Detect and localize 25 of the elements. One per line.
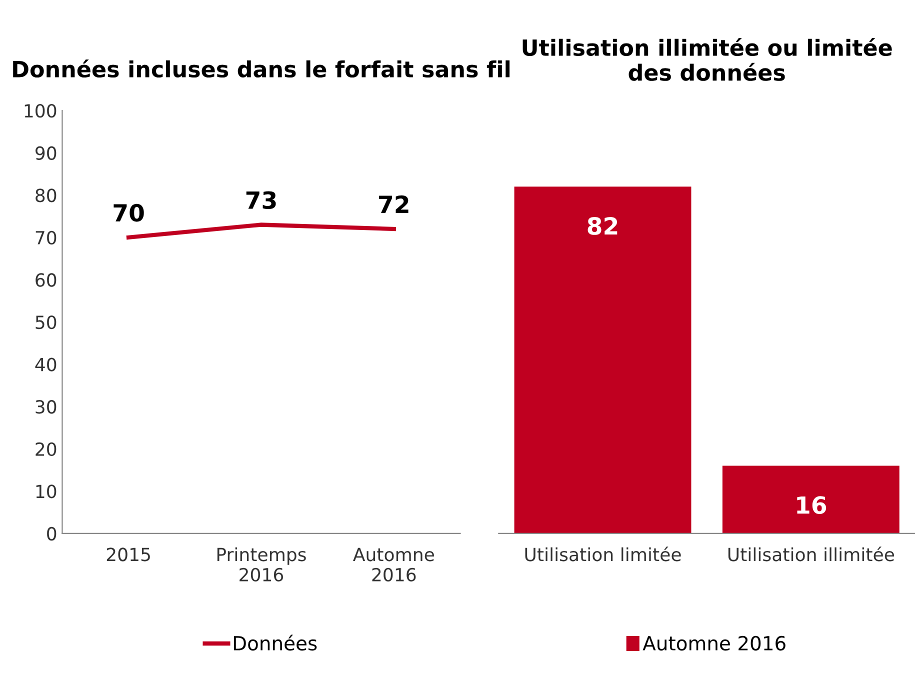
data-label: 72 (379, 195, 408, 213)
data-label: 16 (797, 496, 826, 514)
y-tick-label: 70 (36, 230, 56, 245)
y-tick-label: 50 (36, 315, 56, 330)
data-label: 70 (114, 204, 144, 222)
y-tick-label: 10 (36, 484, 56, 498)
data-label: 82 (588, 217, 618, 235)
y-tick-label: 60 (36, 273, 56, 287)
legend-label: Automne 2016 (642, 636, 786, 651)
legend-label: Données (234, 634, 317, 651)
y-tick-label: 30 (36, 400, 56, 414)
x-tick-label: Utilisation illimitée (728, 546, 894, 562)
y-tick-label: 20 (36, 442, 56, 456)
y-tick-label: 40 (35, 358, 56, 372)
chart-title: Utilisation illimitée ou limitée des données (522, 38, 892, 81)
y-tick-label: 80 (36, 188, 56, 202)
x-tick-label: Printemps 2016 (217, 547, 306, 582)
y-tick-label: 90 (36, 146, 56, 160)
chart-title: Données incluses dans le forfait sans fil (13, 59, 510, 78)
x-tick-label: Utilisation limitée (525, 546, 681, 562)
x-tick-label: Automne 2016 (353, 548, 434, 582)
data-label: 73 (246, 191, 276, 210)
x-tick-label: 2015 (106, 548, 150, 562)
y-tick-label: 0 (47, 526, 56, 541)
y-tick-label: 100 (24, 104, 56, 118)
